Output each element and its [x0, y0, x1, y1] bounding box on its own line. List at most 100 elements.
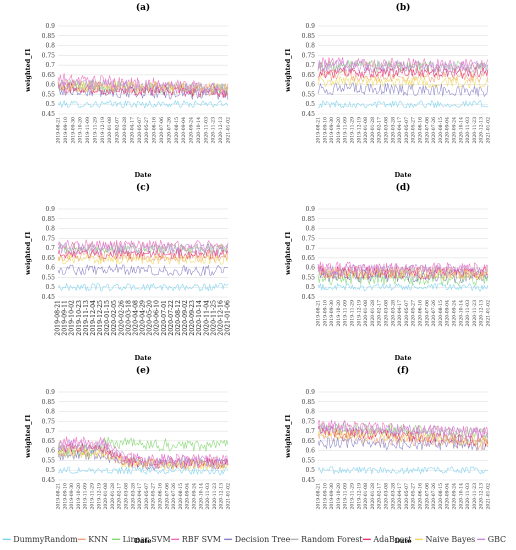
y-axis-label: weighted_f1 — [284, 414, 292, 459]
y-tick-label: 0.8 — [305, 43, 315, 50]
y-tick-label: 0.5 — [305, 467, 315, 474]
y-axis-label: weighted_f1 — [284, 48, 292, 93]
x-tick-label: 2020-04-17 — [397, 300, 403, 327]
x-tick-label: 2020-07-06 — [424, 117, 430, 144]
y-tick-label: 0.9 — [305, 206, 315, 213]
x-axis-label: Date — [135, 354, 152, 362]
x-tick-label: 2020-04-17 — [397, 117, 403, 144]
x-tick-label: 2020-05-27 — [144, 117, 150, 144]
x-tick-label: 2020-07-06 — [164, 483, 170, 510]
x-tick-label: 2020-10-14 — [198, 483, 204, 510]
series-line-gbc — [57, 438, 229, 468]
y-axis-label: weighted_f1 — [24, 231, 32, 276]
chart-panel: (c) 0.45 0.5 0.55 0.6 0.65 0.7 0.75 0.8 0.85 0.9 we… — [24, 182, 232, 362]
x-tick-label: 2020-01-28 — [370, 300, 376, 327]
y-tick-label: 0.55 — [302, 91, 316, 98]
series-line-naive-bayes — [57, 446, 229, 471]
x-tick-label: 2019-11-29 — [350, 300, 356, 327]
x-tick-label: 2020-10-14 — [458, 483, 464, 510]
x-tick-label: 2020-05-07 — [144, 483, 150, 510]
x-tick-label: 2019-09-10 — [322, 483, 328, 510]
x-tick-label: 2020-02-17 — [377, 483, 383, 510]
x-tick-label: 2020-01-08 — [363, 483, 369, 510]
x-axis-label: Date — [395, 537, 412, 545]
y-tick-label: 0.75 — [302, 418, 316, 425]
chart-panel: (f) 0.45 0.5 0.55 0.6 0.65 0.7 0.75 0.8 0.85 0.9 we… — [284, 365, 492, 545]
x-tick-label: 2019-11-13 — [83, 300, 90, 336]
x-tick-label: 2020-07-06 — [159, 117, 165, 144]
legend-item: Random Forest — [290, 535, 363, 544]
legend-item: KNN — [77, 535, 108, 544]
x-tick-label: 2019-10-20 — [76, 483, 82, 510]
x-tick-label: 2019-12-25 — [97, 300, 104, 336]
x-tick-label: 2020-11-03 — [203, 117, 209, 144]
y-tick-label: 0.45 — [302, 477, 316, 484]
panels: (a) 0.45 0.5 0.55 0.6 0.65 0.7 0.75 0.8 0.85 0.9 we… — [24, 2, 492, 545]
x-tick-label: 2020-07-26 — [431, 300, 437, 327]
x-tick-label: 2020-03-08 — [384, 483, 390, 510]
y-tick-label: 0.7 — [305, 62, 315, 69]
y-tick-label: 0.8 — [305, 409, 315, 416]
x-tick-label: 2020-03-18 — [125, 300, 132, 336]
x-tick-label: 2019-09-10 — [322, 117, 328, 144]
panel-title: (b) — [396, 2, 411, 13]
x-tick-label: 2020-09-23 — [189, 300, 196, 336]
x-tick-label: 2020-05-27 — [411, 117, 417, 144]
series-line-knn — [57, 250, 229, 263]
x-tick-label: 2020-05-27 — [411, 483, 417, 510]
y-tick-label: 0.7 — [45, 428, 55, 435]
x-tick-label: 2019-12-19 — [356, 483, 362, 510]
y-tick-label: 0.65 — [42, 438, 56, 445]
x-tick-label: 2020-03-28 — [390, 300, 396, 327]
series-line-naive-bayes — [317, 428, 489, 447]
x-tick-label: 2020-08-15 — [438, 483, 444, 510]
legend-label: Random Forest — [301, 535, 363, 544]
x-tick-label: 2021-01-02 — [486, 300, 492, 327]
y-tick-label: 0.85 — [42, 216, 56, 223]
x-tick-label: 2019-12-19 — [100, 117, 106, 144]
y-tick-label: 0.65 — [42, 255, 56, 262]
x-tick-label: 2020-05-27 — [151, 483, 157, 510]
x-tick-label: 2020-09-04 — [445, 300, 451, 327]
x-tick-label: 2020-07-26 — [171, 483, 177, 510]
legend-label: GBC — [488, 535, 506, 544]
x-tick-label: 2020-09-24 — [452, 300, 458, 327]
legend-item: Linear SVM — [112, 535, 171, 544]
y-tick-label: 0.6 — [45, 448, 55, 455]
y-tick-label: 0.75 — [42, 235, 56, 242]
x-tick-label: 2021-01-02 — [486, 483, 492, 510]
x-tick-label: 2020-10-14 — [458, 300, 464, 327]
y-axis-label: weighted_f1 — [24, 414, 32, 459]
y-tick-label: 0.9 — [45, 206, 55, 213]
chart-panel: (a) 0.45 0.5 0.55 0.6 0.65 0.7 0.75 0.8 0.85 0.9 we… — [24, 2, 232, 179]
x-tick-label: 2019-12-04 — [90, 300, 97, 336]
series-line-adaboost — [57, 248, 229, 260]
x-tick-label: 2019-11-29 — [350, 117, 356, 144]
x-tick-label: 2019-08-21 — [316, 300, 322, 327]
legend-label: Naive Bayes — [426, 535, 476, 544]
x-tick-label: 2020-08-12 — [175, 300, 182, 336]
x-tick-label: 2020-11-23 — [472, 300, 478, 327]
legend-item: Decision Tree — [224, 535, 291, 544]
x-tick-label: 2019-09-10 — [62, 483, 68, 510]
y-tick-label: 0.7 — [305, 245, 315, 252]
y-tick-label: 0.75 — [42, 418, 56, 425]
x-tick-label: 2019-08-21 — [316, 117, 322, 144]
series-line-rbf-svm — [317, 261, 489, 277]
legend-label: Linear SVM — [123, 535, 171, 544]
x-tick-label: 2020-04-17 — [129, 117, 135, 144]
legend-item: AdaBoost — [362, 535, 412, 544]
x-tick-label: 2020-11-03 — [465, 300, 471, 327]
x-tick-label: 2020-02-17 — [377, 300, 383, 327]
chart-panel: (d) 0.45 0.5 0.55 0.6 0.65 0.7 0.75 0.8 0.85 0.9 we… — [284, 182, 492, 362]
x-tick-label: 2020-06-16 — [152, 117, 158, 144]
x-tick-label: 2020-11-04 — [203, 300, 210, 336]
y-tick-label: 0.8 — [45, 409, 55, 416]
y-tick-label: 0.5 — [45, 467, 55, 474]
panel-title: (a) — [136, 2, 150, 13]
series-line-decision-tree — [57, 449, 229, 470]
x-tick-label: 2020-01-28 — [370, 117, 376, 144]
y-tick-label: 0.65 — [302, 72, 316, 79]
x-tick-label: 2020-07-06 — [424, 300, 430, 327]
y-tick-label: 0.6 — [305, 82, 315, 89]
